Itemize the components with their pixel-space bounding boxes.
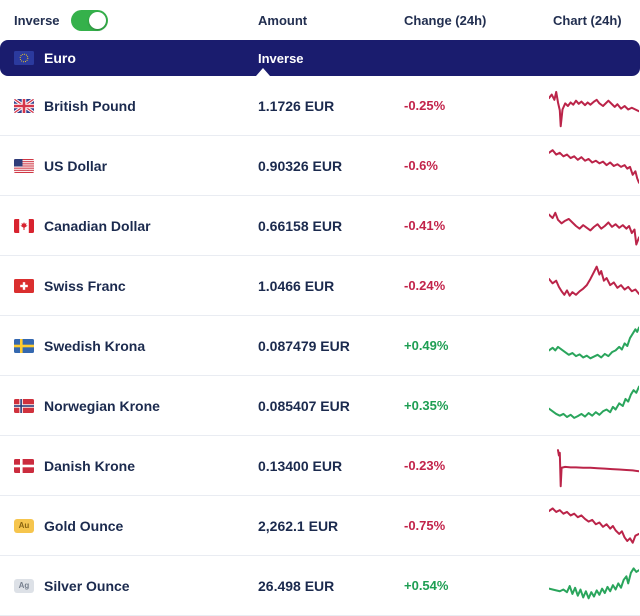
amount-value: 0.087479 EUR <box>258 337 350 354</box>
currency-row[interactable]: British Pound 1.1726 EUR -0.25% <box>0 76 640 136</box>
sparkline-chart <box>549 564 639 608</box>
switzerland-flag-icon <box>14 278 34 293</box>
sparkline-chart <box>549 204 639 248</box>
currency-name: Swiss Franc <box>44 277 126 294</box>
amount-value: 0.90326 EUR <box>258 157 343 174</box>
sparkline-chart <box>549 144 639 188</box>
currency-row[interactable]: US Dollar 0.90326 EUR -0.6% <box>0 136 640 196</box>
sparkline-chart <box>549 264 639 308</box>
change-value: +0.49% <box>404 338 449 353</box>
sparkline-chart <box>549 444 639 488</box>
toggle-knob <box>88 11 106 29</box>
silver-badge-icon: Ag <box>14 578 34 593</box>
uk-flag-icon <box>14 98 34 113</box>
change-value: -0.75% <box>404 518 446 533</box>
currency-name: Gold Ounce <box>44 517 124 534</box>
change-value: -0.23% <box>404 458 446 473</box>
currency-name: Canadian Dollar <box>44 217 151 234</box>
base-currency-bar[interactable]: Euro Inverse <box>0 40 640 76</box>
amount-value: 26.498 EUR <box>258 577 335 594</box>
currency-row[interactable]: Swiss Franc 1.0466 EUR -0.24% <box>0 256 640 316</box>
currency-name: Norwegian Krone <box>44 397 160 414</box>
currency-row[interactable]: Danish Krone 0.13400 EUR -0.23% <box>0 436 640 496</box>
base-inverse-label: Inverse <box>258 50 304 66</box>
base-currency-name: Euro <box>44 50 76 66</box>
sparkline-chart <box>549 324 639 368</box>
us-flag-icon <box>14 158 34 173</box>
canada-flag-icon <box>14 218 34 233</box>
denmark-flag-icon <box>14 458 34 473</box>
currency-table: British Pound 1.1726 EUR -0.25% US Dollar 0.… <box>0 76 640 616</box>
currency-name: Silver Ounce <box>44 577 130 594</box>
change-value: +0.35% <box>404 398 449 413</box>
amount-value: 2,262.1 EUR <box>258 517 339 534</box>
currency-name: British Pound <box>44 97 136 114</box>
currency-row[interactable]: Au Gold Ounce 2,262.1 EUR -0.75% <box>0 496 640 556</box>
amount-value: 1.1726 EUR <box>258 97 335 114</box>
column-header-chart: Chart (24h) <box>553 12 622 28</box>
amount-value: 0.085407 EUR <box>258 397 350 414</box>
sparkline-chart <box>549 384 639 428</box>
currency-name: US Dollar <box>44 157 108 174</box>
change-value: +0.54% <box>404 578 449 593</box>
gold-badge-icon: Au <box>14 518 34 533</box>
norway-flag-icon <box>14 398 34 413</box>
column-header-change: Change (24h) <box>404 12 487 28</box>
change-value: -0.24% <box>404 278 446 293</box>
eu-flag-icon <box>14 51 34 65</box>
sparkline-chart <box>549 504 639 548</box>
currency-row[interactable]: Ag Silver Ounce 26.498 EUR +0.54% <box>0 556 640 616</box>
change-value: -0.6% <box>404 158 438 173</box>
column-header-amount: Amount <box>258 12 308 28</box>
sweden-flag-icon <box>14 338 34 353</box>
table-header: Inverse Amount Change (24h) Chart (24h) <box>0 0 640 40</box>
currency-row[interactable]: Swedish Krona 0.087479 EUR +0.49% <box>0 316 640 376</box>
inverse-toggle-label: Inverse <box>14 12 60 28</box>
currency-row[interactable]: Norwegian Krone 0.085407 EUR +0.35% <box>0 376 640 436</box>
currency-row[interactable]: Canadian Dollar 0.66158 EUR -0.41% <box>0 196 640 256</box>
inverse-toggle[interactable] <box>70 9 108 31</box>
change-value: -0.25% <box>404 98 446 113</box>
currency-name: Swedish Krona <box>44 337 146 354</box>
selected-column-caret <box>256 68 270 76</box>
amount-value: 0.66158 EUR <box>258 217 343 234</box>
sparkline-chart <box>549 84 639 128</box>
currency-name: Danish Krone <box>44 457 136 474</box>
change-value: -0.41% <box>404 218 446 233</box>
amount-value: 1.0466 EUR <box>258 277 335 294</box>
amount-value: 0.13400 EUR <box>258 457 343 474</box>
